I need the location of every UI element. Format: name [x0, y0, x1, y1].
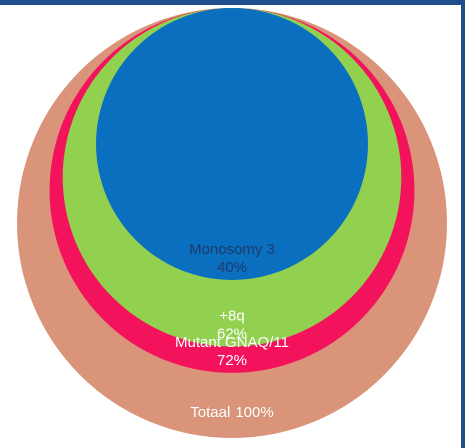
circles [17, 8, 447, 438]
right-bar [461, 0, 465, 448]
circle-label: Totaal 100% [190, 404, 273, 421]
category-label: Monosomy 3 [189, 241, 275, 258]
value-label: 72% [217, 352, 247, 369]
category-label: Totaal [190, 404, 230, 421]
value-label: 62% [217, 326, 247, 343]
category-label: +8q [219, 308, 244, 325]
value-label: 40% [217, 259, 247, 276]
value-label: 100% [235, 404, 273, 421]
category-label: Mutant GNAQ/11 [175, 334, 289, 351]
top-bar [0, 0, 465, 5]
circle [96, 8, 368, 280]
